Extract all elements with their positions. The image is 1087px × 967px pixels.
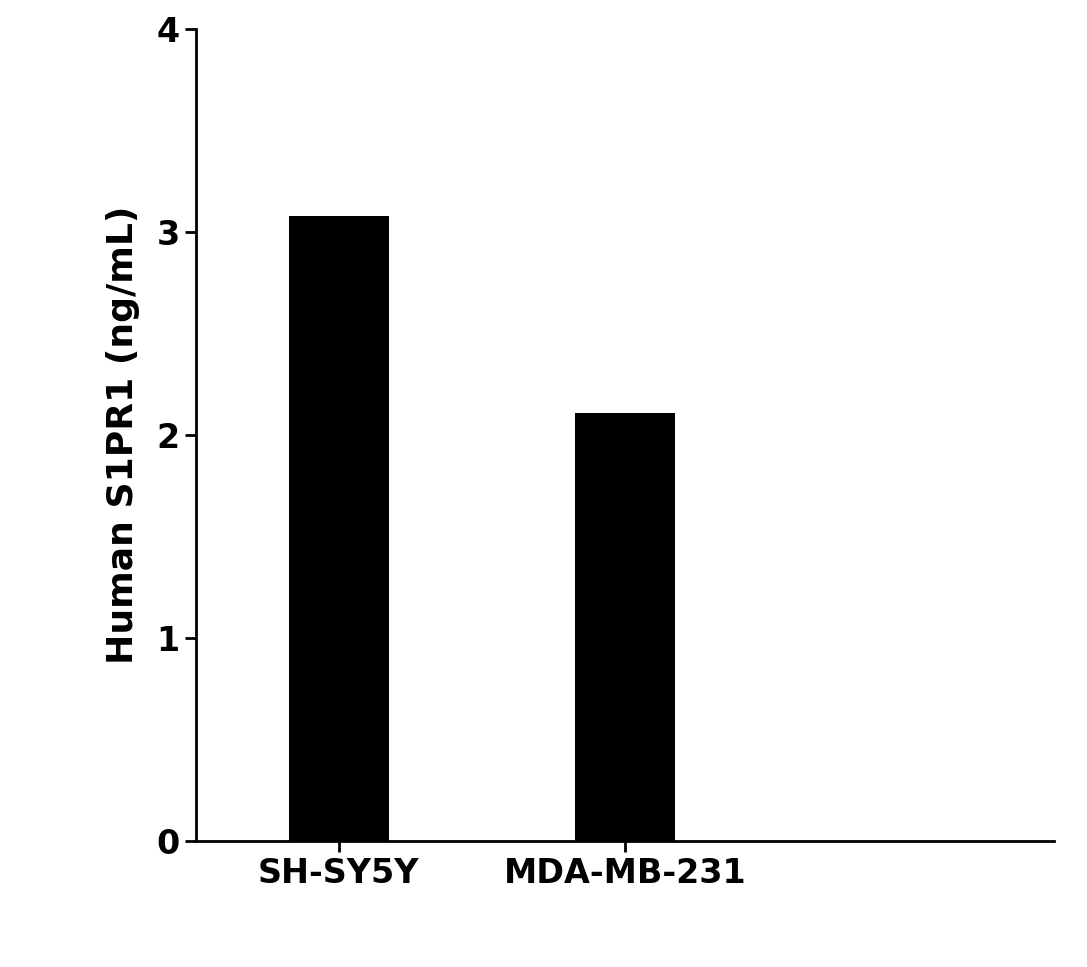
Bar <box>289 216 389 841</box>
Bar <box>575 413 675 841</box>
Y-axis label: Human S1PR1 (ng/mL): Human S1PR1 (ng/mL) <box>105 206 140 664</box>
